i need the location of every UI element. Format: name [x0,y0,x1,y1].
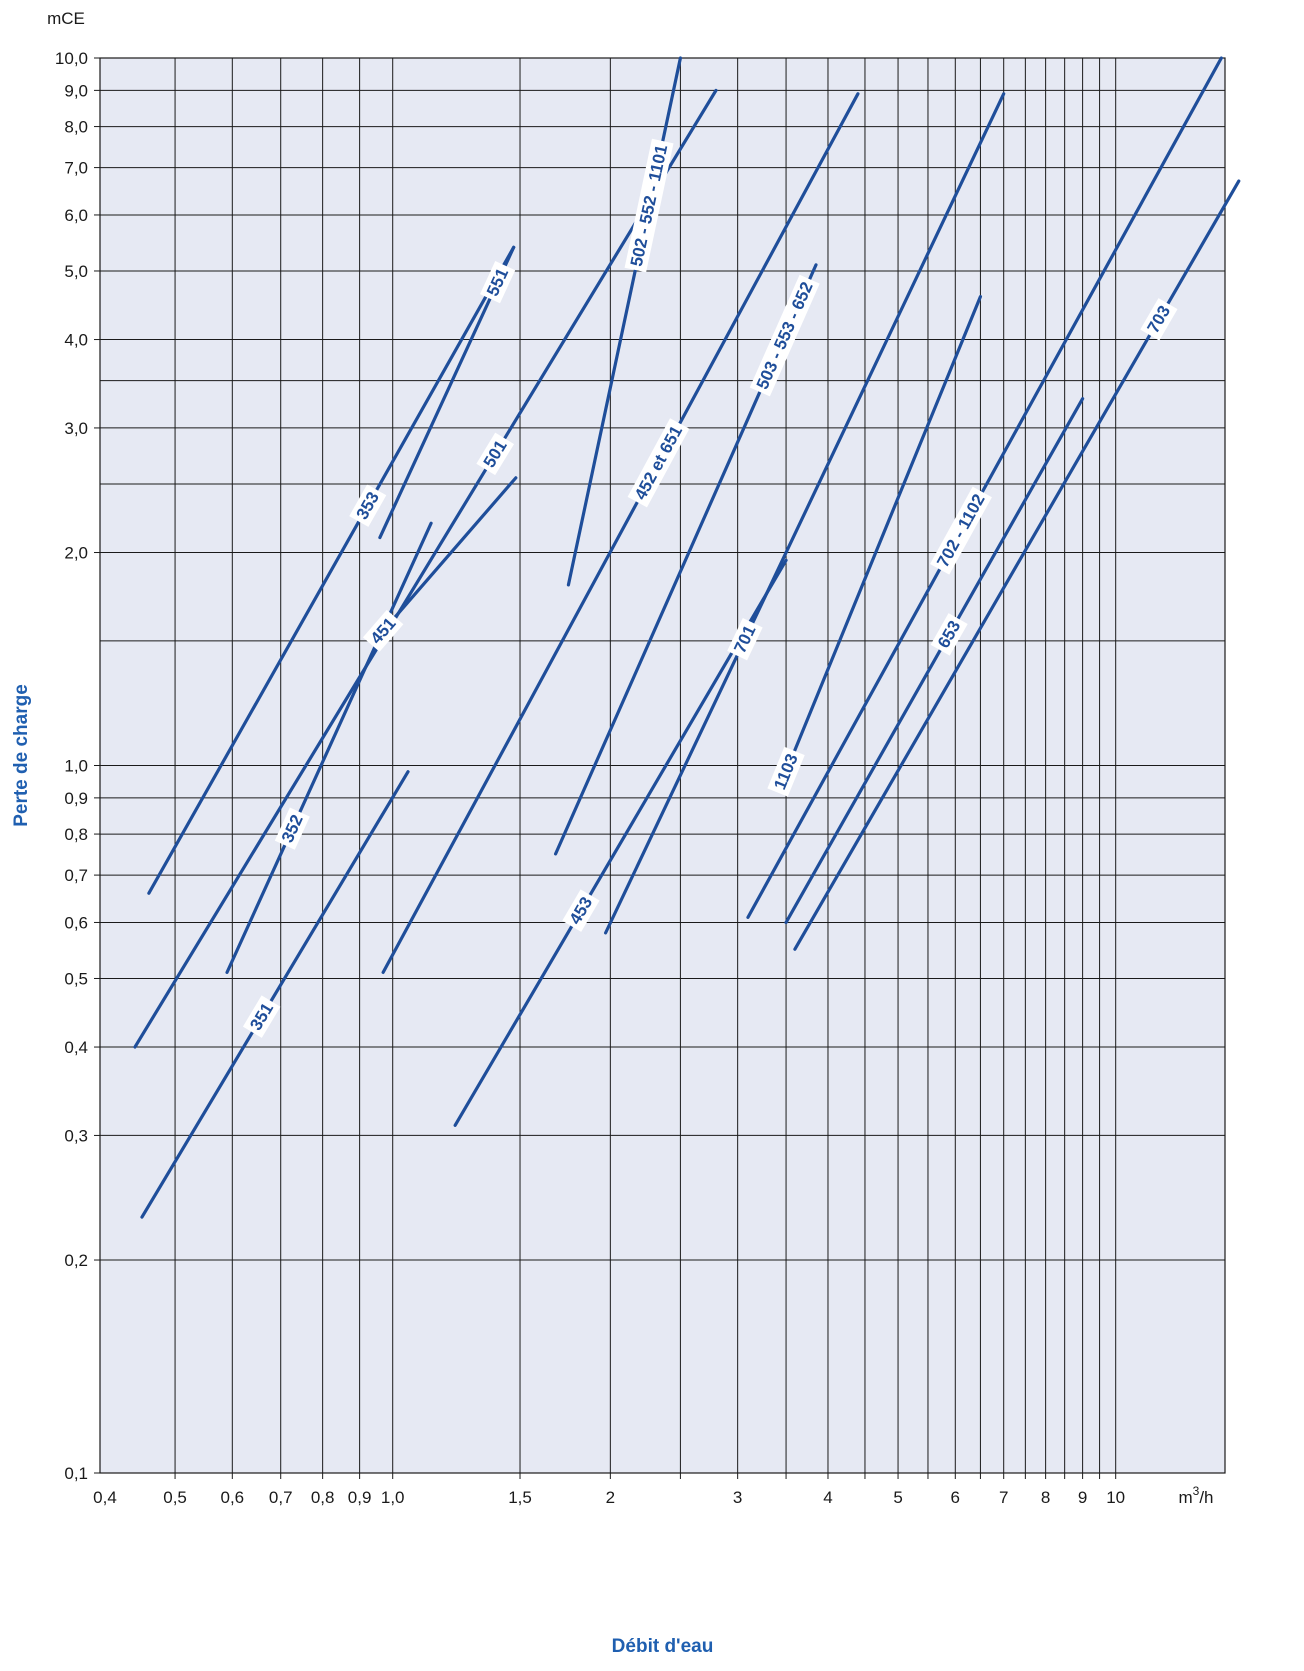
series-line [225,521,433,974]
y-gridlines [94,57,1225,1474]
series-line [453,558,788,1127]
series-label-background [749,274,820,397]
x-tick-label: 0,5 [163,1488,187,1507]
y-tick-label: 8,0 [64,118,88,137]
y-tick-label: 7,0 [64,159,88,178]
y-tick-label: 3,0 [64,419,88,438]
x-tick-label: 8 [1041,1488,1050,1507]
y-tick-label: 0,6 [64,913,88,932]
x-tick-label: 7 [999,1488,1008,1507]
y-tick-label: 0,1 [64,1464,88,1483]
x-tick-label: 1,5 [508,1488,532,1507]
y-tick-label: 0,5 [64,969,88,988]
x-tick-label: 10 [1106,1488,1125,1507]
series-label-background [624,138,674,273]
x-tick-label: 6 [951,1488,960,1507]
y-tick-label: 0,9 [64,789,88,808]
series-line [381,476,518,633]
y-tick-label: 0,4 [64,1038,88,1057]
y-tick-label: 6,0 [64,206,88,225]
y-tick-label: 1,0 [64,757,88,776]
x-tick-labels: 0,4 0,5 0,6 0,7 0,8 0,9 1,0 1,5 2 3 4 5 6 7 8 9 10 [93,1488,1125,1507]
y-tick-label: 5,0 [64,262,88,281]
series-line [746,56,1223,919]
y-tick-label: 10,0 [55,49,88,68]
x-tick-label: 2 [606,1488,615,1507]
series-label-background [562,889,600,932]
series-label-background [274,807,310,850]
x-tick-label: 1,0 [381,1488,405,1507]
x-tick-label: 0,9 [348,1488,372,1507]
y-tick-label: 0,2 [64,1251,88,1270]
x-tick-label: 0,6 [220,1488,244,1507]
x-tick-label: 0,7 [269,1488,293,1507]
series-line [784,397,1085,925]
x-tick-label: 5 [893,1488,902,1507]
x-axis-unit: m3/h [1178,1484,1213,1507]
series-label-background [930,613,968,656]
y-tick-label: 0,7 [64,866,88,885]
x-tick-label: 0,4 [93,1488,117,1507]
x-tick-label: 9 [1078,1488,1087,1507]
y-tick-label: 2,0 [64,544,88,563]
series-line [147,245,516,895]
x-axis-title: Débit d'eau [612,1636,714,1657]
series-label-background [362,609,404,652]
y-tick-labels: 0,1 0,2 0,3 0,4 0,5 0,6 0,7 0,8 0,9 1,0 2,0 3,0 4,0 5… [55,49,88,1483]
x-tick-label: 3 [733,1488,742,1507]
y-tick-label: 4,0 [64,331,88,350]
x-tick-label: 0,8 [311,1488,335,1507]
y-axis-title: Perte de charge [11,684,32,827]
y-axis-unit: mCE [47,9,85,28]
series-label-background [727,618,763,661]
y-tick-label: 0,8 [64,825,88,844]
y-tick-label: 9,0 [64,81,88,100]
series-line [133,88,718,1049]
y-tick-label: 0,3 [64,1126,88,1145]
series-label-background [767,746,805,797]
series-label-background [930,486,992,575]
series-label-background [480,261,516,304]
series-label-background [627,418,690,508]
series-label-background [349,484,387,527]
series-label-background [242,995,281,1038]
series-line [784,294,983,774]
series-line [381,92,860,974]
series-label-background [476,432,515,476]
plot-border [99,57,1226,1474]
series-line [603,92,1006,935]
series-line [140,770,410,1219]
x-tick-label: 4 [823,1488,832,1507]
series-label-background [1140,298,1178,341]
